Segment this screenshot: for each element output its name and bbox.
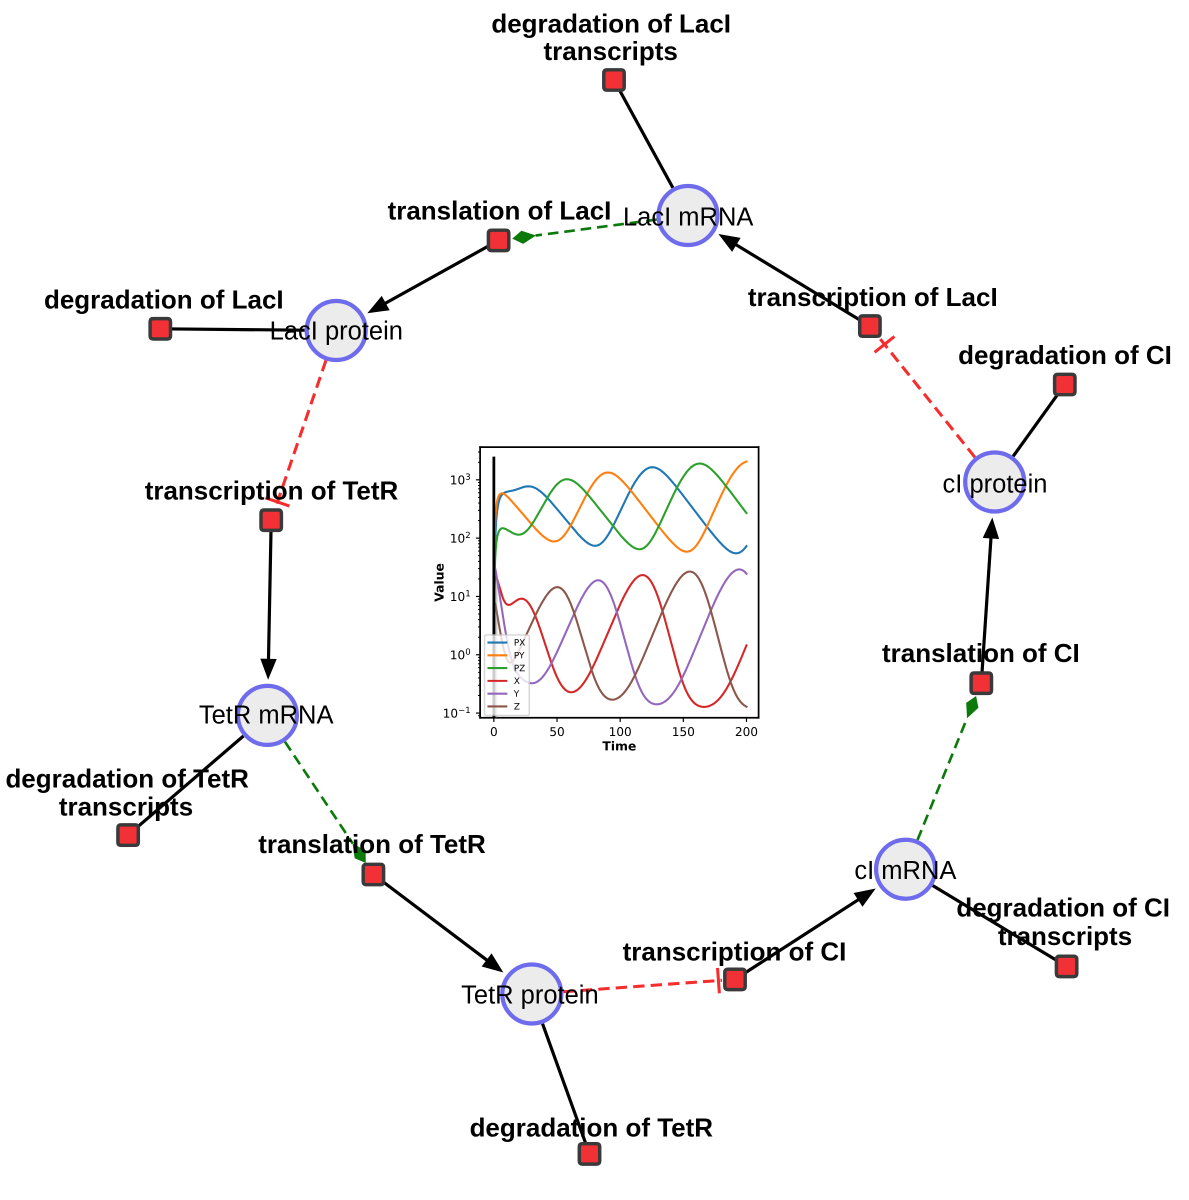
svg-text:transcripts: transcripts — [59, 792, 193, 822]
svg-text:LacI protein: LacI protein — [270, 318, 403, 346]
svg-text:translation of CI: translation of CI — [882, 638, 1080, 668]
svg-text:degradation of TetR: degradation of TetR — [5, 763, 249, 793]
svg-text:cI protein: cI protein — [943, 471, 1048, 499]
svg-text:TetR mRNA: TetR mRNA — [199, 701, 334, 729]
svg-text:translation of LacI: translation of LacI — [388, 195, 612, 225]
svg-text:degradation of CI: degradation of CI — [956, 893, 1170, 923]
svg-text:transcripts: transcripts — [544, 36, 678, 66]
svg-text:degradation of CI: degradation of CI — [958, 340, 1172, 370]
svg-text:transcripts: transcripts — [998, 921, 1132, 951]
svg-text:LacI mRNA: LacI mRNA — [623, 203, 753, 231]
svg-text:transcription of TetR: transcription of TetR — [145, 476, 399, 506]
svg-text:TetR protein: TetR protein — [461, 981, 599, 1009]
svg-text:degradation of LacI: degradation of LacI — [44, 285, 284, 315]
svg-text:cI mRNA: cI mRNA — [854, 857, 956, 885]
svg-text:degradation of TetR: degradation of TetR — [470, 1113, 714, 1143]
svg-text:transcription of LacI: transcription of LacI — [748, 282, 998, 312]
svg-text:degradation of LacI: degradation of LacI — [491, 9, 731, 39]
svg-text:translation of TetR: translation of TetR — [258, 829, 486, 859]
svg-text:transcription of CI: transcription of CI — [623, 937, 847, 967]
